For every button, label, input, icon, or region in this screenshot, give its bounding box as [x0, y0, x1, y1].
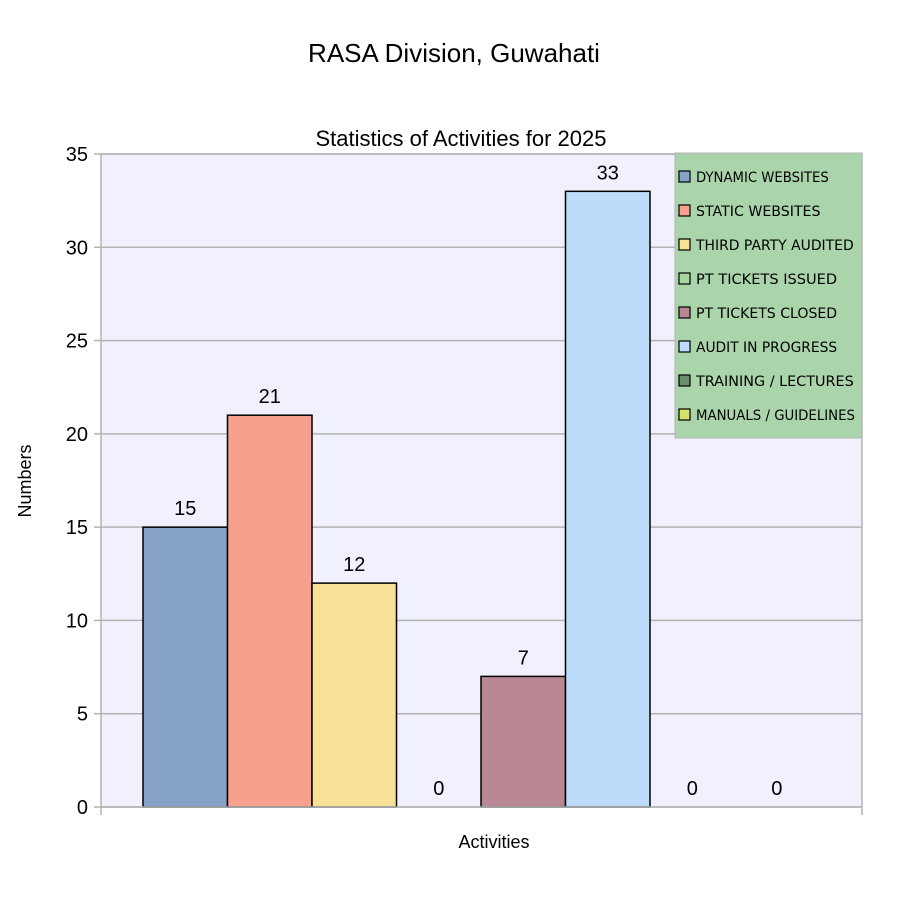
- data-label: 21: [259, 386, 281, 408]
- data-label: 12: [343, 554, 365, 576]
- bar: [480, 675, 567, 808]
- legend-swatch: [678, 204, 691, 217]
- y-tick-label: 30: [66, 237, 88, 259]
- bar: [142, 526, 229, 808]
- legend-entry-label: STATIC WEBSITES: [696, 204, 821, 220]
- data-label: 15: [174, 498, 196, 520]
- data-label: 33: [597, 162, 619, 184]
- y-tick-label: 25: [66, 331, 88, 353]
- legend-entry-label: AUDIT IN PROGRESS: [696, 340, 837, 356]
- y-tick-label: 35: [66, 144, 88, 166]
- data-label: 0: [687, 778, 698, 800]
- legend-entry-label: PT TICKETS CLOSED: [696, 306, 837, 322]
- legend-swatch: [678, 272, 691, 285]
- legend-entry-label: THIRD PARTY AUDITED: [695, 238, 854, 254]
- chart-title: RASA Division, Guwahati: [308, 38, 600, 68]
- data-labels: 15 21 12 0 7 33 0 0: [174, 162, 782, 800]
- legend-swatch: [678, 340, 691, 353]
- legend-entry-label: MANUALS / GUIDELINES: [696, 408, 855, 424]
- legend-box: [674, 152, 863, 439]
- y-axis-ticks: 0 5 10 15 20 25 30 35: [66, 144, 101, 819]
- y-axis-label: Numbers: [15, 444, 35, 517]
- legend-swatch: [678, 238, 691, 251]
- bar: [564, 190, 651, 808]
- legend: DYNAMIC WEBSITES STATIC WEBSITES THIRD PAR…: [674, 152, 863, 439]
- legend-entry-label: PT TICKETS ISSUED: [696, 272, 837, 288]
- legend-entry-label: TRAINING / LECTURES: [695, 374, 854, 390]
- legend-swatch: [678, 306, 691, 319]
- y-tick-label: 0: [77, 797, 88, 819]
- legend-swatch: [678, 408, 691, 421]
- chart-subtitle: Statistics of Activities for 2025: [315, 126, 606, 151]
- legend-swatch: [678, 374, 691, 387]
- y-tick-label: 5: [77, 704, 88, 726]
- y-tick-label: 15: [66, 517, 88, 539]
- legend-swatch: [678, 170, 691, 183]
- bar: [226, 414, 313, 808]
- data-label: 0: [433, 778, 444, 800]
- bars: [142, 190, 651, 808]
- data-label: 7: [518, 647, 529, 669]
- data-label: 0: [771, 778, 782, 800]
- y-tick-label: 20: [66, 424, 88, 446]
- x-axis-label: Activities: [458, 832, 529, 852]
- legend-entry-label: DYNAMIC WEBSITES: [696, 170, 829, 186]
- y-tick-label: 10: [66, 610, 88, 632]
- bar: [311, 582, 398, 808]
